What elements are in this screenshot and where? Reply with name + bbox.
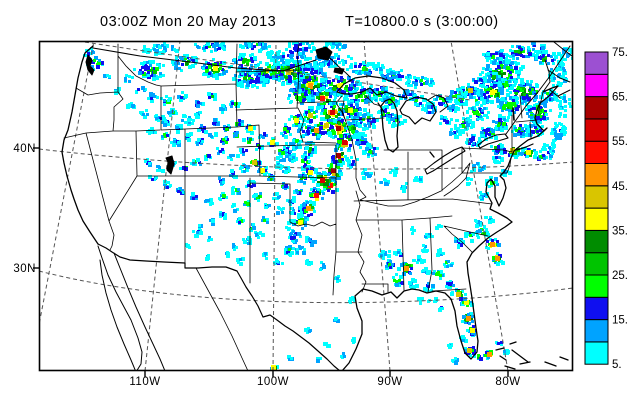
basemap-path xyxy=(553,41,573,57)
colorbar-tick-label: 15. xyxy=(612,315,628,327)
basemap-path xyxy=(63,43,544,296)
plot-frame xyxy=(38,40,574,372)
colorbar-segment xyxy=(584,319,609,343)
basemap-path xyxy=(516,143,534,151)
basemap-path xyxy=(113,252,166,371)
colorbar-segment xyxy=(584,252,609,276)
colorbar-segment xyxy=(584,140,609,164)
basemap-path xyxy=(505,45,571,135)
graticule-line xyxy=(363,41,391,371)
lon-label-110w: 110W xyxy=(129,376,160,388)
colorbar-tick-label: 75. xyxy=(612,47,628,59)
lon-label-90w: 90W xyxy=(377,376,402,388)
colorbar-segment xyxy=(584,296,609,321)
basemap-path xyxy=(549,89,571,99)
graticule-line xyxy=(39,270,573,304)
basemap-path xyxy=(547,69,571,83)
colorbar: 5. 15. 25. 35. 45. 55. 65. 75. xyxy=(584,47,628,371)
colorbar-segment xyxy=(584,51,609,75)
basemap-path xyxy=(195,267,249,371)
colorbar-segment xyxy=(584,163,609,187)
basemap-path xyxy=(399,96,437,125)
basemap-path xyxy=(336,75,408,99)
colorbar-tick-label: 25. xyxy=(612,270,628,282)
axis-ticks xyxy=(33,147,509,377)
basemap-path xyxy=(380,98,399,153)
graticule-layer xyxy=(39,41,573,371)
lat-label-30n: 30N xyxy=(13,263,36,275)
colorbar-segment xyxy=(584,73,609,98)
basemap-path xyxy=(424,146,466,175)
basemap-path xyxy=(512,107,515,121)
basemap-path xyxy=(92,47,317,72)
colorbar-segment xyxy=(584,96,609,120)
graticule-line xyxy=(144,41,181,371)
basemap-path xyxy=(85,54,95,76)
colorbar-segment xyxy=(584,185,609,209)
basemap-path xyxy=(427,94,449,113)
colorbar-segment xyxy=(584,118,609,142)
reflectivity-layer xyxy=(83,41,573,371)
basemap-path xyxy=(429,151,435,158)
colorbar-segment xyxy=(584,229,609,254)
colorbar-tick-label: 5. xyxy=(612,359,622,371)
plot-title-forecast-time: T=10800.0 s (3:00:00) xyxy=(345,14,499,30)
colorbar-segment xyxy=(584,341,609,365)
lat-label-40n: 40N xyxy=(13,143,36,155)
colorbar-tick-label: 35. xyxy=(612,225,628,237)
colorbar-tick-label: 65. xyxy=(612,92,628,104)
basemap-path xyxy=(97,243,341,371)
graticule-line xyxy=(77,41,471,101)
basemap-path xyxy=(165,155,175,175)
basemap-path xyxy=(477,133,509,149)
graticule-line xyxy=(272,41,277,371)
colorbar-segment xyxy=(584,274,609,298)
basemap-path xyxy=(341,85,559,371)
lon-label-80w: 80W xyxy=(495,376,520,388)
basemap-path xyxy=(329,57,351,78)
basemap-path xyxy=(495,341,569,370)
plot-title-datetime: 03:00Z Mon 20 May 2013 xyxy=(100,14,276,30)
colorbar-segment xyxy=(584,207,609,231)
lon-label-100w: 100W xyxy=(257,376,289,388)
basemap-path xyxy=(542,59,551,93)
colorbar-tick-label: 55. xyxy=(612,136,628,148)
basemap-path xyxy=(97,245,143,371)
graticule-line xyxy=(39,41,95,325)
basemap-path xyxy=(315,46,333,61)
basemap-path xyxy=(61,45,99,245)
basemap-path xyxy=(377,102,385,113)
basemap-borders-layer xyxy=(61,41,573,371)
colorbar-tick-label: 45. xyxy=(612,181,628,193)
